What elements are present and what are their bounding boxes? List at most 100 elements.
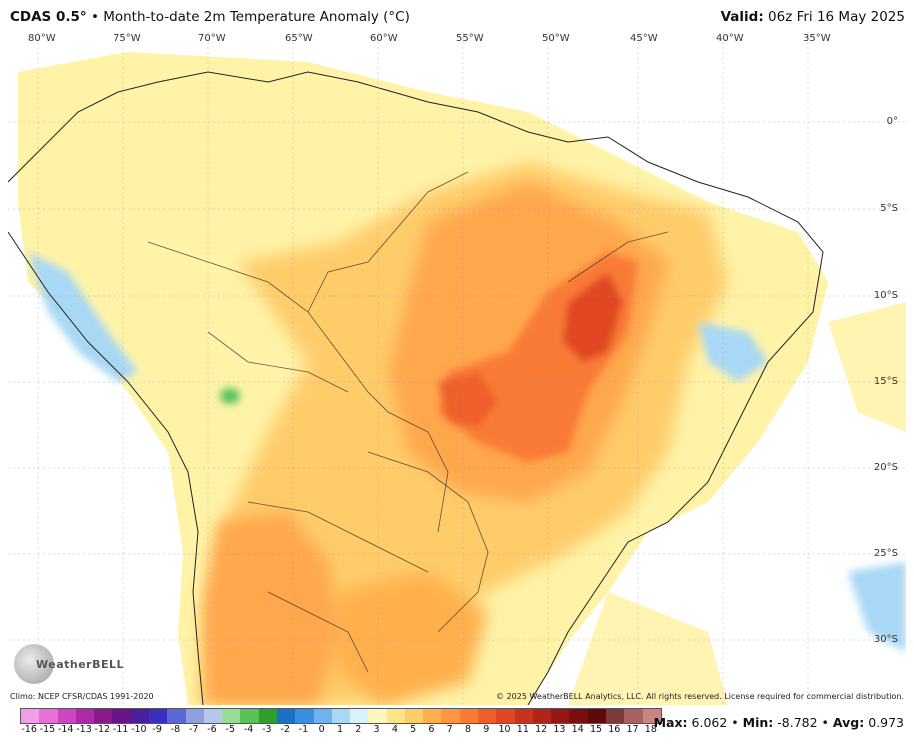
graticule: [8, 32, 906, 705]
colorbar-swatch: [331, 709, 351, 723]
colorbar-tick-label: -15: [39, 724, 56, 735]
colorbar-swatch: [130, 709, 149, 723]
colorbar-swatch: [459, 709, 479, 723]
colorbar-tick-label: 13: [553, 724, 566, 735]
colorbar-tick-label: 9: [483, 724, 490, 735]
colorbar: [20, 708, 662, 724]
min-value: -8.782: [777, 715, 818, 730]
climo-note: Climo: NCEP CFSR/CDAS 1991-2020: [10, 692, 154, 701]
title-separator: •: [90, 9, 99, 25]
lat-label-30s: 30°S: [873, 634, 898, 645]
max-label: Max:: [653, 715, 688, 730]
valid-label: Valid:: [720, 9, 764, 25]
colorbar-tick-label: -11: [112, 724, 129, 735]
colorbar-tick-label: 5: [410, 724, 417, 735]
ocean-warm-east: [828, 302, 906, 432]
lon-label-80w: 80°W: [28, 33, 56, 44]
logo-emblem: [14, 644, 54, 684]
colorbar-swatch: [496, 709, 515, 723]
colorbar-swatch: [624, 709, 643, 723]
colorbar-swatch: [222, 709, 241, 723]
avg-label: Avg:: [832, 715, 865, 730]
lon-label-70w: 70°W: [198, 33, 226, 44]
colorbar-tick-label: -10: [131, 724, 147, 735]
colorbar-tick-label: -8: [170, 724, 181, 735]
green-anomaly-titicaca: [220, 388, 240, 404]
lon-label-65w: 65°W: [285, 33, 313, 44]
colorbar-tick-label: 18: [644, 724, 657, 735]
lon-label-55w: 55°W: [456, 33, 484, 44]
colorbar-swatch: [185, 709, 204, 723]
colorbar-tick-label: -13: [76, 724, 92, 735]
lat-label-10s: 10°S: [873, 290, 898, 301]
colorbar-swatch: [368, 709, 387, 723]
colorbar-tick-label: -9: [152, 724, 162, 735]
colorbar-tick-label: -16: [21, 724, 37, 735]
lon-label-50w: 50°W: [542, 33, 570, 44]
header: CDAS 0.5° • Month-to-date 2m Temperature…: [0, 0, 914, 32]
colorbar-tick-label: -12: [94, 724, 111, 735]
colorbar-tick-label: 0: [318, 724, 325, 735]
map-graphic: [8, 32, 906, 705]
coastlines: [8, 71, 824, 705]
colorbar-ticks: -16 -15 -14 -13 -12 -11 -10 -9 -8 -7 -6 -5 -4 -3 -2 -1 0…: [20, 724, 660, 738]
cool-anomaly-northeast: [698, 322, 768, 382]
warm-anomaly-core: [563, 272, 623, 362]
model-name: CDAS 0.5°: [10, 9, 87, 25]
colorbar-tick-label: 14: [571, 724, 584, 735]
field-description: Month-to-date 2m Temperature Anomaly (°C…: [103, 9, 410, 25]
colorbar-tick-label: 1: [336, 724, 344, 735]
colorbar-swatch: [569, 709, 588, 723]
stats-summary: Max: 6.062 • Min: -8.782 • Avg: 0.973: [653, 715, 904, 730]
warm-anomaly-south: [203, 512, 338, 705]
colorbar-tick-label: 16: [608, 724, 621, 735]
colorbar-tick-label: -5: [225, 724, 236, 735]
colorbar-tick-label: 4: [391, 724, 398, 735]
anomaly-map: 80°W 75°W 70°W 65°W 60°W 55°W 50°W 45°W …: [8, 32, 906, 705]
colorbar-tick-label: -6: [207, 724, 217, 735]
colorbar-swatch: [94, 709, 113, 723]
colorbar-tick-label: -14: [57, 724, 74, 735]
colorbar-swatch: [112, 709, 131, 723]
country-borders: [147, 171, 669, 673]
colorbar-swatch: [276, 709, 296, 723]
colorbar-tick-label: 12: [535, 724, 548, 735]
lon-label-40w: 40°W: [716, 33, 744, 44]
map-title: CDAS 0.5° • Month-to-date 2m Temperature…: [10, 9, 410, 25]
colorbar-tick-label: 8: [464, 724, 472, 735]
colorbar-swatch: [551, 709, 570, 723]
colorbar-swatch: [404, 709, 424, 723]
lon-label-75w: 75°W: [113, 33, 141, 44]
lat-label-5s: 5°S: [880, 203, 898, 214]
colorbar-swatch: [295, 709, 314, 723]
lat-label-20s: 20°S: [873, 462, 898, 473]
colorbar-swatch: [478, 709, 497, 723]
colorbar-swatch: [441, 709, 460, 723]
colorbar-tick-label: 3: [373, 724, 380, 735]
colorbar-swatch: [167, 709, 186, 723]
colorbar-swatch: [148, 709, 168, 723]
colorbar-swatch: [21, 709, 40, 723]
lon-label-60w: 60°W: [370, 33, 398, 44]
colorbar-tick-label: -1: [298, 724, 309, 735]
colorbar-tick-label: -2: [280, 724, 290, 735]
colorbar-swatch: [587, 709, 606, 723]
colorbar-swatch: [606, 709, 625, 723]
lat-label-0: 0°: [886, 116, 898, 127]
avg-value: 0.973: [868, 715, 904, 730]
logo-text: WeatherBELL: [36, 658, 125, 671]
colorbar-swatch: [313, 709, 332, 723]
colorbar-swatch: [39, 709, 58, 723]
colorbar-tick-label: 6: [428, 724, 435, 735]
colorbar-swatch: [203, 709, 223, 723]
lat-label-25s: 25°S: [873, 548, 898, 559]
warm-anomaly-pampas: [338, 572, 488, 705]
colorbar-tick-label: 10: [498, 724, 511, 735]
colorbar-swatch: [386, 709, 405, 723]
colorbar-tick-label: -4: [243, 724, 254, 735]
colorbar-tick-label: 11: [516, 724, 529, 735]
valid-value: 06z Fri 16 May 2025: [768, 9, 905, 25]
colorbar-swatch: [532, 709, 552, 723]
lon-label-35w: 35°W: [803, 33, 831, 44]
colorbar-tick-label: 15: [589, 724, 603, 735]
